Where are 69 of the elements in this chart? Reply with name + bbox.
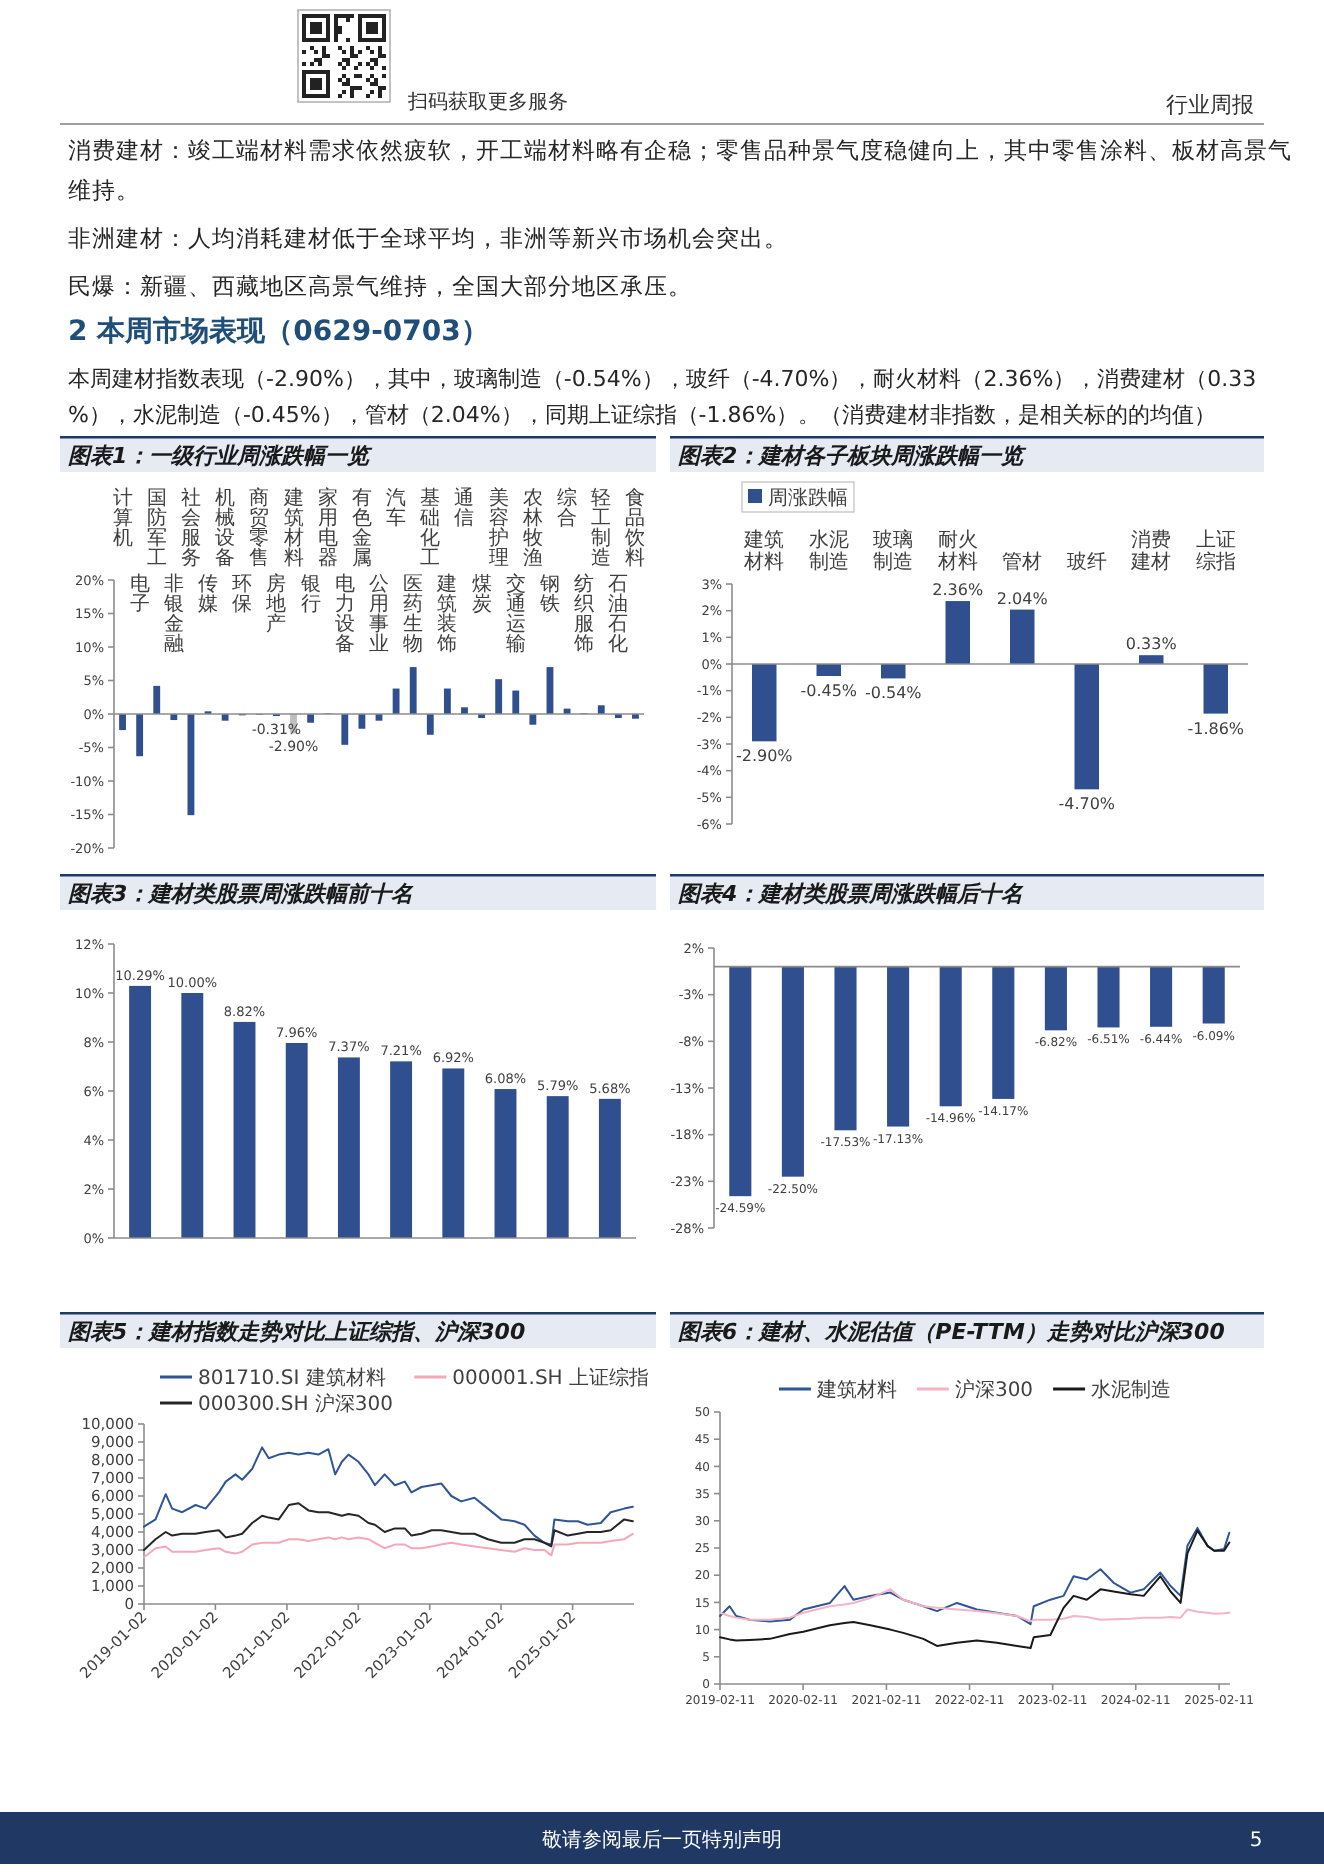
legend-label: 水泥制造 — [1091, 1378, 1172, 1402]
text: 敬请参阅最后一页特别声明 — [542, 1828, 782, 1852]
x-tick-label: 美容护理 — [486, 486, 509, 570]
x-tick-label: 传媒 — [198, 574, 219, 616]
x-tick-label: 轻工制造 — [591, 486, 612, 570]
x-tick-label: 建筑装饰 — [435, 572, 458, 656]
x-tick-label: 社会服务 — [180, 486, 201, 570]
text: 消费建材：竣工端材料需求依然疲软，开工端材料略有企稳；零售品种景气度稳健向上，其中零售涂料、板材高景气维持。 — [68, 136, 1292, 204]
x-tick-label: 非银金融 — [161, 572, 184, 656]
x-tick-label: 医药生物 — [403, 574, 424, 656]
chart-title: 图表6：建材、水泥估值（PE-TTM）走势对比沪深300 — [678, 1319, 1226, 1345]
text: 5 — [1249, 1830, 1263, 1852]
x-tick-label: 国防军工 — [146, 488, 167, 570]
text: 2 本周市场表现（0629-0703） — [68, 314, 489, 348]
data-label: -2.90% — [735, 747, 794, 766]
x-tick-label: 石油石化 — [608, 574, 629, 656]
text: 扫码获取更多服务 — [406, 90, 568, 114]
x-tick-label: 家用电器 — [317, 486, 338, 570]
x-tick-label: 纺织服饰 — [572, 572, 595, 656]
x-tick-label: 水泥制造 — [808, 528, 849, 574]
legend-label: 801710.SI 建筑材料 — [198, 1366, 386, 1390]
data-label: 2.04% — [996, 589, 1049, 608]
x-tick-label: 有色金属 — [351, 486, 372, 570]
x-tick-label: 钢铁 — [537, 574, 560, 616]
x-tick-label: 银行 — [298, 574, 321, 616]
x-tick-label: 食品饮料 — [623, 486, 646, 570]
data-label: -0.54% — [864, 684, 923, 703]
x-tick-label: 交通运输 — [505, 572, 526, 656]
legend-label: 000300.SH 沪深300 — [198, 1392, 393, 1416]
text: 行业周报 — [1166, 92, 1254, 118]
x-tick-label: 计算机 — [112, 486, 133, 550]
x-tick-label: 商贸零售 — [249, 486, 270, 570]
chart-title: 图表2：建材各子板块周涨跌幅一览 — [678, 443, 1028, 469]
chart-title: 图表5：建材指数走势对比上证综指、沪深300 — [68, 1319, 526, 1345]
text: 本周建材指数表现（-2.90%），其中，玻璃制造（-0.54%），玻纤（-4.70%），耐火材料（2.36%），消费建材（0.33%），水泥制造（-0.45%），管材（2.04%），同期上证综指（-1.86%）。（消费建材非指数，是相关标的的均值） — [68, 366, 1257, 428]
data-label: -0.45% — [800, 682, 858, 700]
text: 非洲建材：人均消耗建材低于全球平均，非洲等新兴市场机会突出。 — [68, 224, 788, 252]
legend-label: 周涨跌幅 — [768, 486, 848, 510]
x-tick-label: 基础化工 — [418, 486, 441, 570]
chart-title: 图表1：一级行业周涨跌幅一览 — [68, 443, 374, 469]
x-tick-label: 农林牧渔 — [520, 488, 543, 570]
chart-title: 图表4：建材类股票周涨跌幅后十名 — [678, 881, 1026, 907]
x-tick-label: 电力设备 — [334, 572, 355, 656]
x-tick-label: 环保 — [232, 574, 253, 616]
x-tick-label: 上证综指 — [1195, 528, 1236, 574]
data-label: 0.33% — [1125, 635, 1178, 654]
data-label: -4.70% — [1058, 795, 1116, 814]
x-tick-label: 房地产 — [264, 572, 287, 636]
x-tick-label: 综合 — [557, 486, 578, 530]
x-tick-label: 玻纤 — [1066, 550, 1107, 574]
x-tick-label: 汽车 — [386, 486, 407, 530]
x-tick-label: 管材 — [1002, 550, 1043, 574]
x-tick-label: 耐火材料 — [935, 528, 978, 574]
data-label: 2.36% — [932, 581, 984, 600]
x-tick-label: 通信 — [454, 486, 475, 530]
x-tick-label: 消费建材 — [1129, 528, 1172, 574]
x-tick-label: 煤炭 — [471, 572, 492, 616]
x-tick-label: 公用事业 — [369, 572, 389, 656]
legend-label: 000001.SH 上证综指 — [452, 1366, 650, 1390]
x-tick-label: 机械设备 — [215, 486, 236, 570]
x-tick-label: 建筑材料 — [742, 528, 785, 574]
x-tick-label: 玻璃制造 — [873, 528, 914, 574]
chart-title: 图表3：建材类股票周涨跌幅前十名 — [68, 881, 416, 907]
x-tick-label: 建筑材料 — [281, 486, 304, 570]
text: 民爆：新疆、西藏地区高景气维持，全国大部分地区承压。 — [68, 272, 692, 300]
legend-label: 沪深300 — [954, 1378, 1034, 1402]
x-tick-label: 电子 — [129, 572, 150, 616]
data-label: -1.86% — [1187, 719, 1245, 738]
legend-label: 建筑材料 — [814, 1378, 897, 1402]
